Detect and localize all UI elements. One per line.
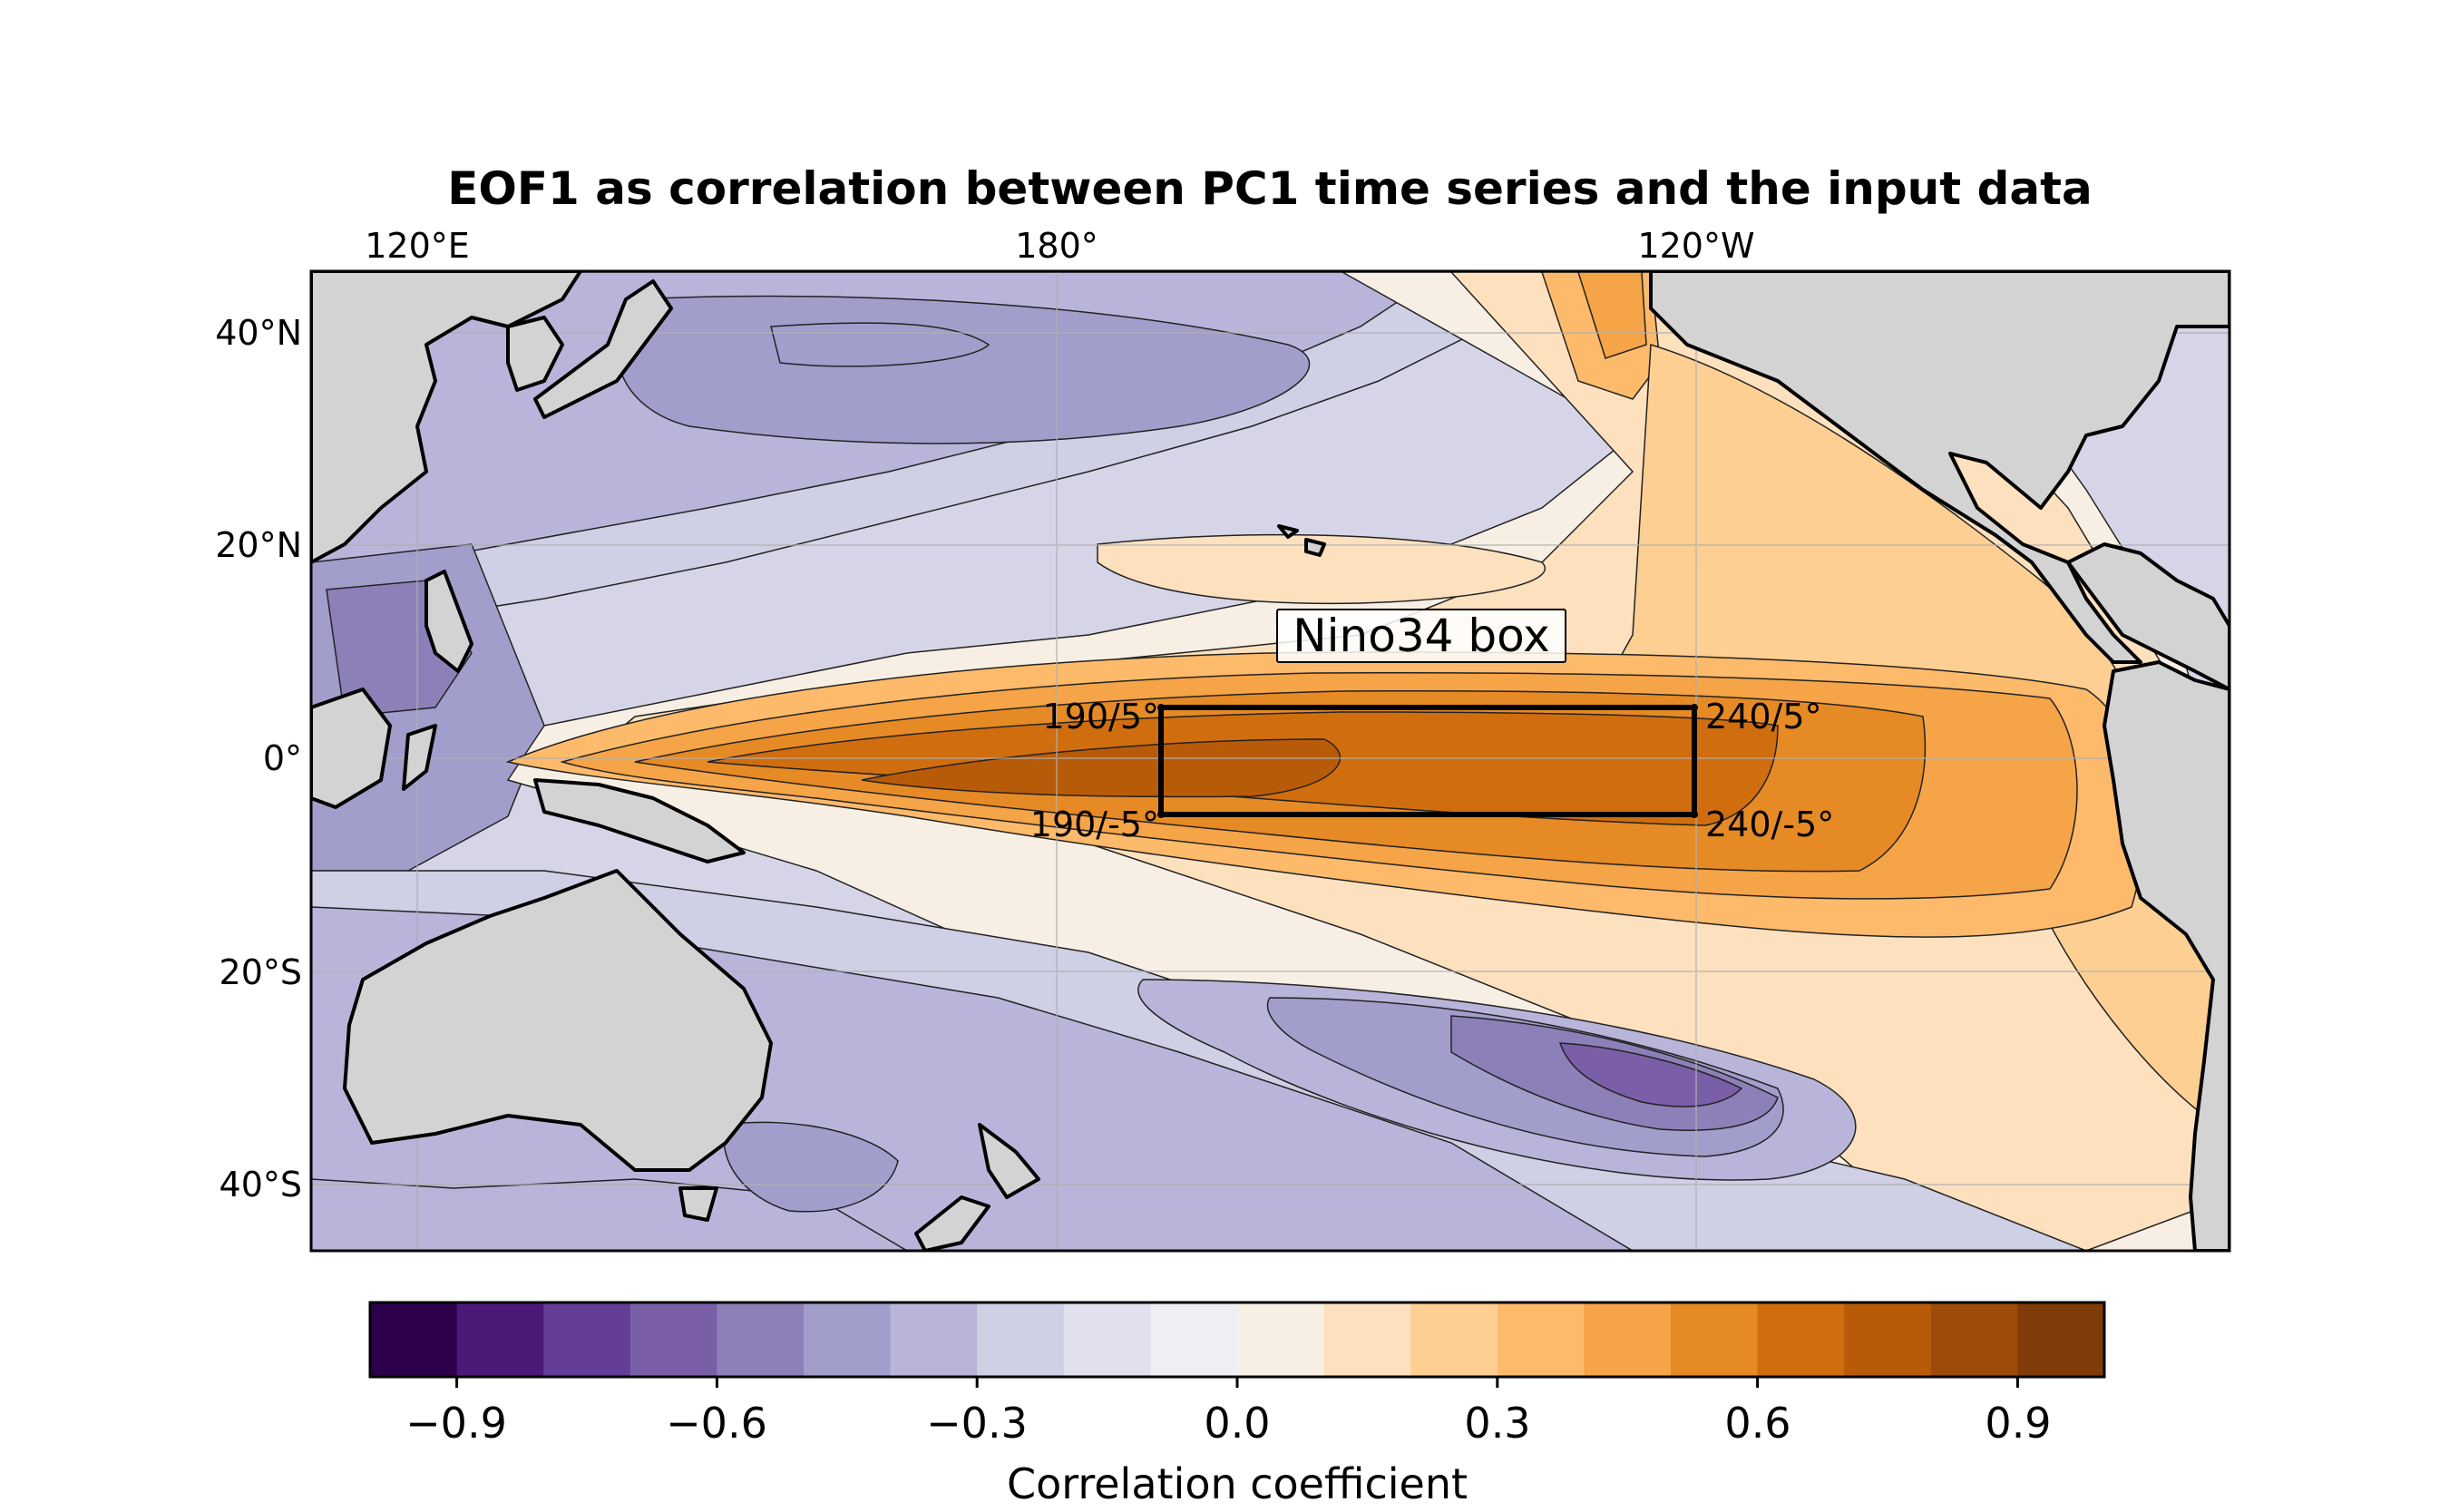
colorbar-swatch (1323, 1302, 1411, 1377)
map-panel: Nino34 box 190/5° 240/5° 190/-5° 240/-5° (311, 271, 2229, 1251)
colorbar-swatch (1497, 1302, 1585, 1377)
colorbar-tick-0-3: 0.3 (1464, 1399, 1530, 1448)
colorbar-swatch (890, 1302, 978, 1377)
north-america-landmass (1649, 271, 2229, 664)
nino34-corner-ul: 190/5° (1042, 697, 1159, 736)
nino34-corner-ul-marker (1157, 704, 1165, 711)
lat-label-0: 0° (263, 738, 302, 778)
colorbar-tick-neg-0-6: −0.6 (666, 1399, 767, 1448)
nino34-corner-lr-marker (1691, 811, 1698, 818)
nino34-label-background (1276, 609, 1566, 663)
colorbar-swatch (1237, 1302, 1325, 1377)
japan-landmass (533, 279, 673, 419)
asia-landmass (311, 271, 582, 564)
colorbar-tick-0-0: 0.0 (1204, 1399, 1270, 1448)
philippines-landmass (424, 570, 473, 673)
tasmania-landmass (678, 1186, 718, 1222)
colorbar-swatch (1410, 1302, 1498, 1377)
nino34-label: Nino34 box (1293, 610, 1549, 662)
colorbar-swatch (629, 1302, 717, 1377)
new-zealand-south-landmass (914, 1195, 990, 1251)
nino34-corner-ur: 240/5° (1705, 697, 1822, 736)
colorbar-swatch (1150, 1302, 1238, 1377)
central-america-landmass (2066, 542, 2229, 691)
colorbar-tick-neg-0-9: −0.9 (405, 1399, 507, 1448)
lon-label-120w: 120°W (1637, 226, 1754, 266)
lat-label-40s: 40°S (220, 1165, 302, 1205)
south-america-landmass (2103, 660, 2229, 1251)
colorbar-swatch (2017, 1302, 2105, 1377)
colorbar-swatch (1584, 1302, 1672, 1377)
colorbar-swatch (1063, 1302, 1151, 1377)
nino34-corner-ur-marker (1691, 704, 1698, 711)
australia-landmass (343, 869, 773, 1172)
colorbar-swatch (1757, 1302, 1845, 1377)
colorbar-swatch (456, 1302, 544, 1377)
colorbar-swatch (543, 1302, 631, 1377)
colorbar-swatch (977, 1302, 1065, 1377)
colorbar-swatch (370, 1302, 458, 1377)
new-guinea-landmass (533, 778, 746, 863)
colorbar-tick-0-6: 0.6 (1724, 1399, 1790, 1448)
nino34-box (1158, 705, 1697, 817)
colorbar-swatch (1930, 1302, 2018, 1377)
land-masses (311, 271, 2229, 1251)
colorbar-swatch (1844, 1302, 1932, 1377)
korea-landmass (506, 316, 564, 392)
map-frame (309, 269, 2231, 1253)
sulawesi-landmass (402, 724, 437, 791)
colorbar-swatch (1671, 1302, 1759, 1377)
nino34-corner-lr: 240/-5° (1705, 805, 1834, 844)
colorbar-swatch (717, 1302, 805, 1377)
nino34-corner-ll-marker (1157, 811, 1165, 818)
lon-label-180: 180° (1015, 226, 1098, 266)
colorbar-label: Correlation coefficient (1007, 1459, 1468, 1508)
colorbar-tick-neg-0-3: −0.3 (926, 1399, 1028, 1448)
lat-label-20s: 20°S (220, 952, 302, 992)
nino34-corner-ll: 190/-5° (1030, 805, 1159, 844)
hawaii-islands (1277, 524, 1326, 557)
borneo-landmass (311, 688, 392, 809)
colorbar (368, 1301, 2106, 1388)
chart-title: EOF1 as correlation between PC1 time ser… (447, 162, 2093, 215)
lon-label-120e: 120°E (365, 226, 470, 266)
lat-label-40n: 40°N (215, 313, 302, 353)
colorbar-tick-0-9: 0.9 (1985, 1399, 2051, 1448)
lat-label-20n: 20°N (215, 525, 302, 565)
new-zealand-landmass (978, 1123, 1040, 1199)
colorbar-swatch (804, 1302, 892, 1377)
